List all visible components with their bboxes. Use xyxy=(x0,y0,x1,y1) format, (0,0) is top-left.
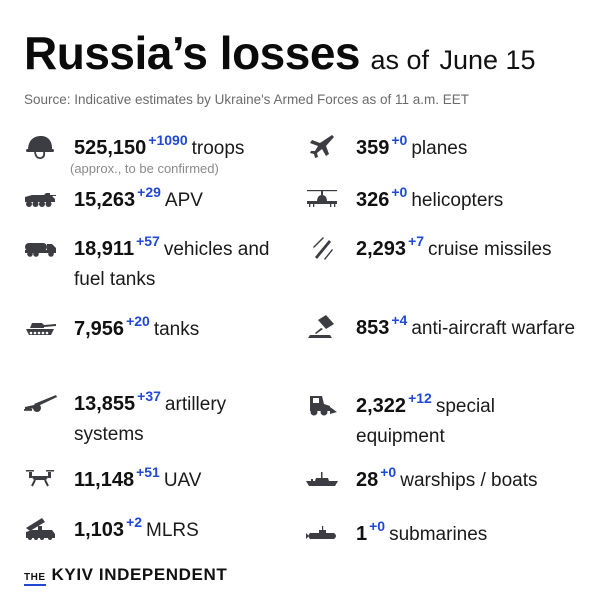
stat-planes: 359 +0 planes xyxy=(304,132,594,164)
stat-submarines: 1 +0 submarines xyxy=(304,518,594,550)
artillery-icon xyxy=(22,390,58,416)
stat-value: 2,322 xyxy=(356,395,407,417)
stat-warships: 28 +0 warships / boats xyxy=(304,464,599,496)
stat-value: 11,148 xyxy=(74,469,135,491)
stat-delta: +51 xyxy=(136,464,160,480)
submarine-icon xyxy=(304,520,340,546)
stat-delta: +37 xyxy=(137,388,161,404)
stat-label: APV xyxy=(164,190,203,211)
stat-label: artillery systems xyxy=(74,394,227,445)
stat-value: 359 xyxy=(356,137,390,159)
title-main: Russia’s losses xyxy=(24,27,361,79)
stat-label: submarines xyxy=(389,524,488,545)
brand-name: KYIV INDEPENDENT xyxy=(51,565,228,584)
source-note: Source: Indicative estimates by Ukraine'… xyxy=(24,92,470,107)
apv-icon xyxy=(22,186,58,212)
stat-value: 1,103 xyxy=(74,519,125,541)
stat-artillery: 13,855 +37 artillery systems xyxy=(22,388,292,449)
stat-label: tanks xyxy=(153,319,200,340)
stat-delta: +1090 xyxy=(148,132,188,148)
stat-value: 28 xyxy=(356,469,379,491)
stat-label: cruise missiles xyxy=(428,239,552,260)
stat-label: special equipment xyxy=(356,396,495,447)
stat-label: helicopters xyxy=(411,190,504,211)
fuel-truck-icon xyxy=(22,235,58,261)
stat-cruise-missiles: 2,293 +7 cruise missiles xyxy=(304,233,594,265)
stat-delta: +0 xyxy=(380,464,397,480)
helicopter-icon xyxy=(304,186,340,212)
stat-value: 2,293 xyxy=(356,238,407,260)
stat-value: 13,855 xyxy=(74,393,136,415)
stat-value: 853 xyxy=(356,317,390,339)
warship-icon xyxy=(304,466,340,492)
stat-special-equipment: 2,322 +12 special equipment xyxy=(304,390,594,451)
stat-uav: 11,148 +51 UAV xyxy=(22,464,292,496)
stat-delta: +4 xyxy=(391,312,408,328)
stat-value: 15,263 xyxy=(74,189,136,211)
stat-mlrs: 1,103 +2 MLRS xyxy=(22,514,292,546)
stat-label: troops xyxy=(191,138,245,159)
stat-helicopters: 326 +0 helicopters xyxy=(304,184,594,216)
page-title: Russia’s losses as of June 15 xyxy=(24,26,536,80)
stat-tanks: 7,956 +20 tanks xyxy=(22,313,292,345)
stat-delta: +0 xyxy=(391,132,408,148)
missiles-icon xyxy=(304,235,340,261)
stat-apv: 15,263 +29 APV xyxy=(22,184,292,216)
stat-anti-aircraft: 853 +4 anti-aircraft warfare xyxy=(304,312,594,344)
tank-icon xyxy=(22,315,58,341)
stat-label: vehicles and fuel tanks xyxy=(74,239,270,290)
stat-delta: +57 xyxy=(136,233,160,249)
stat-delta: +12 xyxy=(408,390,432,406)
stat-label: warships / boats xyxy=(400,470,538,491)
stat-label: anti-aircraft warfare xyxy=(411,318,576,339)
stat-delta: +0 xyxy=(369,518,386,534)
drone-icon xyxy=(22,466,58,492)
helmet-icon xyxy=(22,134,58,160)
stat-delta: +0 xyxy=(391,184,408,200)
stat-value: 7,956 xyxy=(74,318,125,340)
stat-vehicles: 18,911 +57 vehicles and fuel tanks xyxy=(22,233,302,294)
stat-value: 1 xyxy=(356,523,368,545)
stat-note: (approx., to be confirmed) xyxy=(70,161,219,176)
mlrs-icon xyxy=(22,516,58,542)
stat-delta: +29 xyxy=(137,184,161,200)
stat-delta: +20 xyxy=(126,313,150,329)
stat-delta: +7 xyxy=(408,233,425,249)
title-prefix: as of xyxy=(370,45,429,75)
stat-label: planes xyxy=(411,138,468,159)
stat-troops: 525,150 +1090 troops (approx., to be confi… xyxy=(22,132,292,176)
stat-label: MLRS xyxy=(146,520,199,541)
stat-value: 326 xyxy=(356,189,390,211)
stat-value: 18,911 xyxy=(74,238,135,260)
loader-icon xyxy=(304,392,340,418)
stat-value: 525,150 xyxy=(74,137,147,159)
anti-aircraft-icon xyxy=(304,314,340,340)
title-date: June 15 xyxy=(439,45,536,75)
stat-label: UAV xyxy=(163,470,202,491)
jet-icon xyxy=(304,134,340,160)
brand-the: THE xyxy=(24,572,46,586)
stat-delta: +2 xyxy=(126,514,143,530)
brand-logo: THE KYIV INDEPENDENT xyxy=(24,565,228,586)
